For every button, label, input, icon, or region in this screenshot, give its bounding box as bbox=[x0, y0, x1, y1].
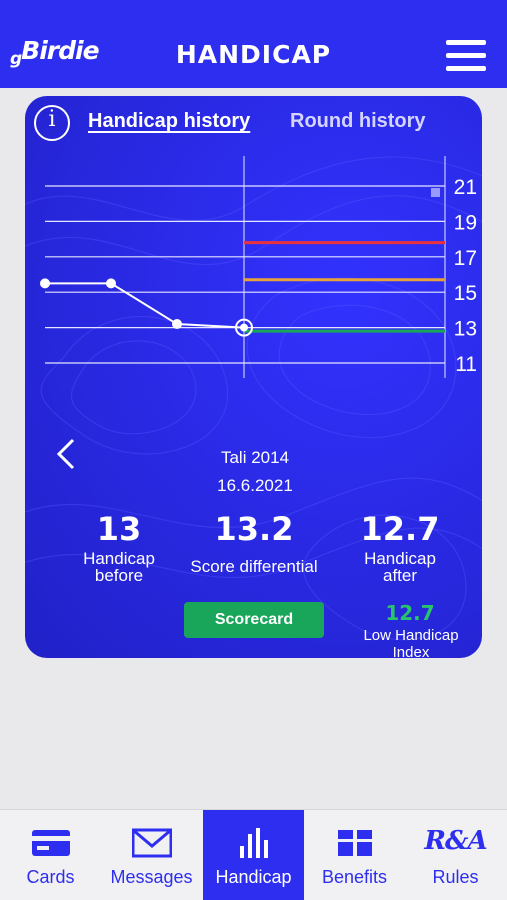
hamburger-menu-icon[interactable] bbox=[446, 40, 486, 72]
nav-label-messages: Messages bbox=[110, 867, 193, 887]
y-tick-label: 19 bbox=[454, 211, 477, 234]
y-tick-label: 11 bbox=[455, 353, 477, 376]
page-title: HANDICAP bbox=[175, 40, 332, 69]
score-differential-label: Score differential bbox=[190, 557, 318, 576]
round-course-name: Tali 2014 bbox=[220, 448, 290, 467]
round-date: 16.6.2021 bbox=[217, 476, 293, 495]
nav-handicap[interactable]: Handicap bbox=[203, 810, 304, 900]
handicap-after-label: Handicap after bbox=[364, 549, 436, 585]
contour-background bbox=[25, 156, 482, 641]
envelope-icon bbox=[131, 828, 172, 858]
y-tick-label: 13 bbox=[454, 318, 477, 341]
nav-label-benefits: Benefits bbox=[321, 867, 388, 887]
nav-rules[interactable]: R&A Rules bbox=[405, 810, 506, 900]
handicap-card: i Handicap history Round history 21 19 17 1… bbox=[25, 96, 482, 658]
selected-point-ring bbox=[235, 318, 253, 337]
nav-label-cards: Cards bbox=[26, 867, 75, 887]
bar-chart-icon bbox=[239, 828, 268, 858]
tab-round-history[interactable]: Round history bbox=[290, 110, 426, 132]
scroll-indicator bbox=[431, 188, 440, 197]
handicap-history-line bbox=[45, 282, 245, 329]
y-tick-label: 15 bbox=[454, 282, 477, 305]
low-handicap-index-label: Low Handicap Index bbox=[363, 627, 459, 658]
handicap-chart: 21 19 17 15 13 11 bbox=[40, 156, 477, 378]
nav-cards[interactable]: Cards bbox=[0, 810, 101, 900]
scorecard-button[interactable]: Scorecard bbox=[184, 602, 324, 638]
nav-label-handicap: Handicap bbox=[215, 867, 292, 887]
tab-handicap-history[interactable]: Handicap history bbox=[88, 110, 251, 132]
info-icon[interactable]: i bbox=[34, 105, 70, 141]
handicap-after-value: 12.7 bbox=[360, 510, 440, 548]
chevron-left-icon bbox=[56, 438, 75, 470]
app-header: gBirdie HANDICAP bbox=[0, 0, 507, 88]
nav-benefits[interactable]: Benefits bbox=[304, 810, 405, 900]
data-point bbox=[240, 323, 248, 332]
y-tick-label: 21 bbox=[454, 176, 477, 199]
data-point bbox=[40, 278, 50, 289]
y-tick-label: 17 bbox=[454, 247, 477, 270]
birdie-logo[interactable]: gBirdie bbox=[10, 36, 100, 69]
data-point bbox=[172, 319, 182, 330]
ra-logo-icon: R&A bbox=[424, 826, 487, 856]
nav-label-rules: Rules bbox=[432, 867, 479, 887]
handicap-before-label: Handicap before bbox=[83, 549, 155, 585]
handicap-before-value: 13 bbox=[96, 510, 142, 548]
score-differential-value: 13.2 bbox=[214, 510, 294, 548]
data-point bbox=[106, 278, 116, 289]
previous-round-button[interactable] bbox=[53, 436, 83, 472]
gift-icon bbox=[337, 830, 372, 856]
bottom-navigation: Cards Messages Handicap bbox=[0, 809, 507, 900]
card-icon bbox=[31, 830, 70, 856]
nav-messages[interactable]: Messages bbox=[101, 810, 202, 900]
low-handicap-index-value: 12.7 bbox=[385, 601, 435, 625]
